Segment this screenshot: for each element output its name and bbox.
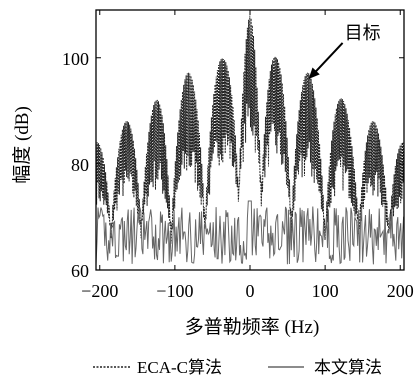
x-tick-label: −100 [156, 281, 193, 301]
series-line-proposed [96, 200, 404, 265]
x-axis-label: 多普勒频率 (Hz) [185, 316, 320, 338]
y-axis-label: 幅度 (dB) [11, 106, 33, 184]
annotation-arrowhead [308, 67, 320, 79]
y-tick-label: 100 [62, 49, 89, 69]
y-tick-label: 60 [71, 261, 89, 281]
series-line-eca-c [96, 15, 404, 244]
axes: −200 −100 0 100 200 60 80 100 [62, 9, 414, 301]
x-tick-label: −200 [81, 281, 118, 301]
x-tick-label: 100 [312, 281, 339, 301]
plot-area [96, 15, 404, 265]
annotation-arrow [310, 42, 344, 77]
annotation-label: 目标 [345, 23, 381, 43]
legend-label-proposed: 本文算法 [314, 358, 382, 377]
legend-label-eca: ECA-C算法 [137, 358, 222, 377]
y-tick-label: 80 [71, 155, 89, 175]
x-tick-label: 0 [246, 281, 255, 301]
x-tick-label: 200 [387, 281, 414, 301]
annotation: 目标 [308, 23, 381, 79]
legend: ECA-C算法 本文算法 [93, 358, 382, 377]
